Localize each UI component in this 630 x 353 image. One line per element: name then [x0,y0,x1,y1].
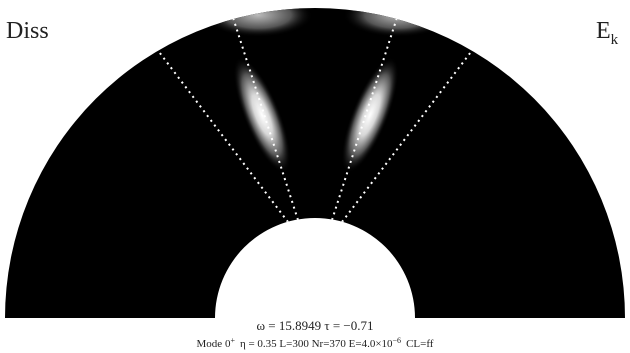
caption: Mode 0+ η = 0.35 L=300 Nr=370 E=4.0×10−6 C… [197,336,434,350]
top-haze [203,8,313,37]
right-label: Ek [596,18,619,48]
parameters: ω = 15.8949 τ = −0.71 [256,318,373,333]
rays [149,8,481,223]
left-label: Diss [6,18,49,44]
blob [233,57,291,173]
half-annulus [5,8,625,318]
